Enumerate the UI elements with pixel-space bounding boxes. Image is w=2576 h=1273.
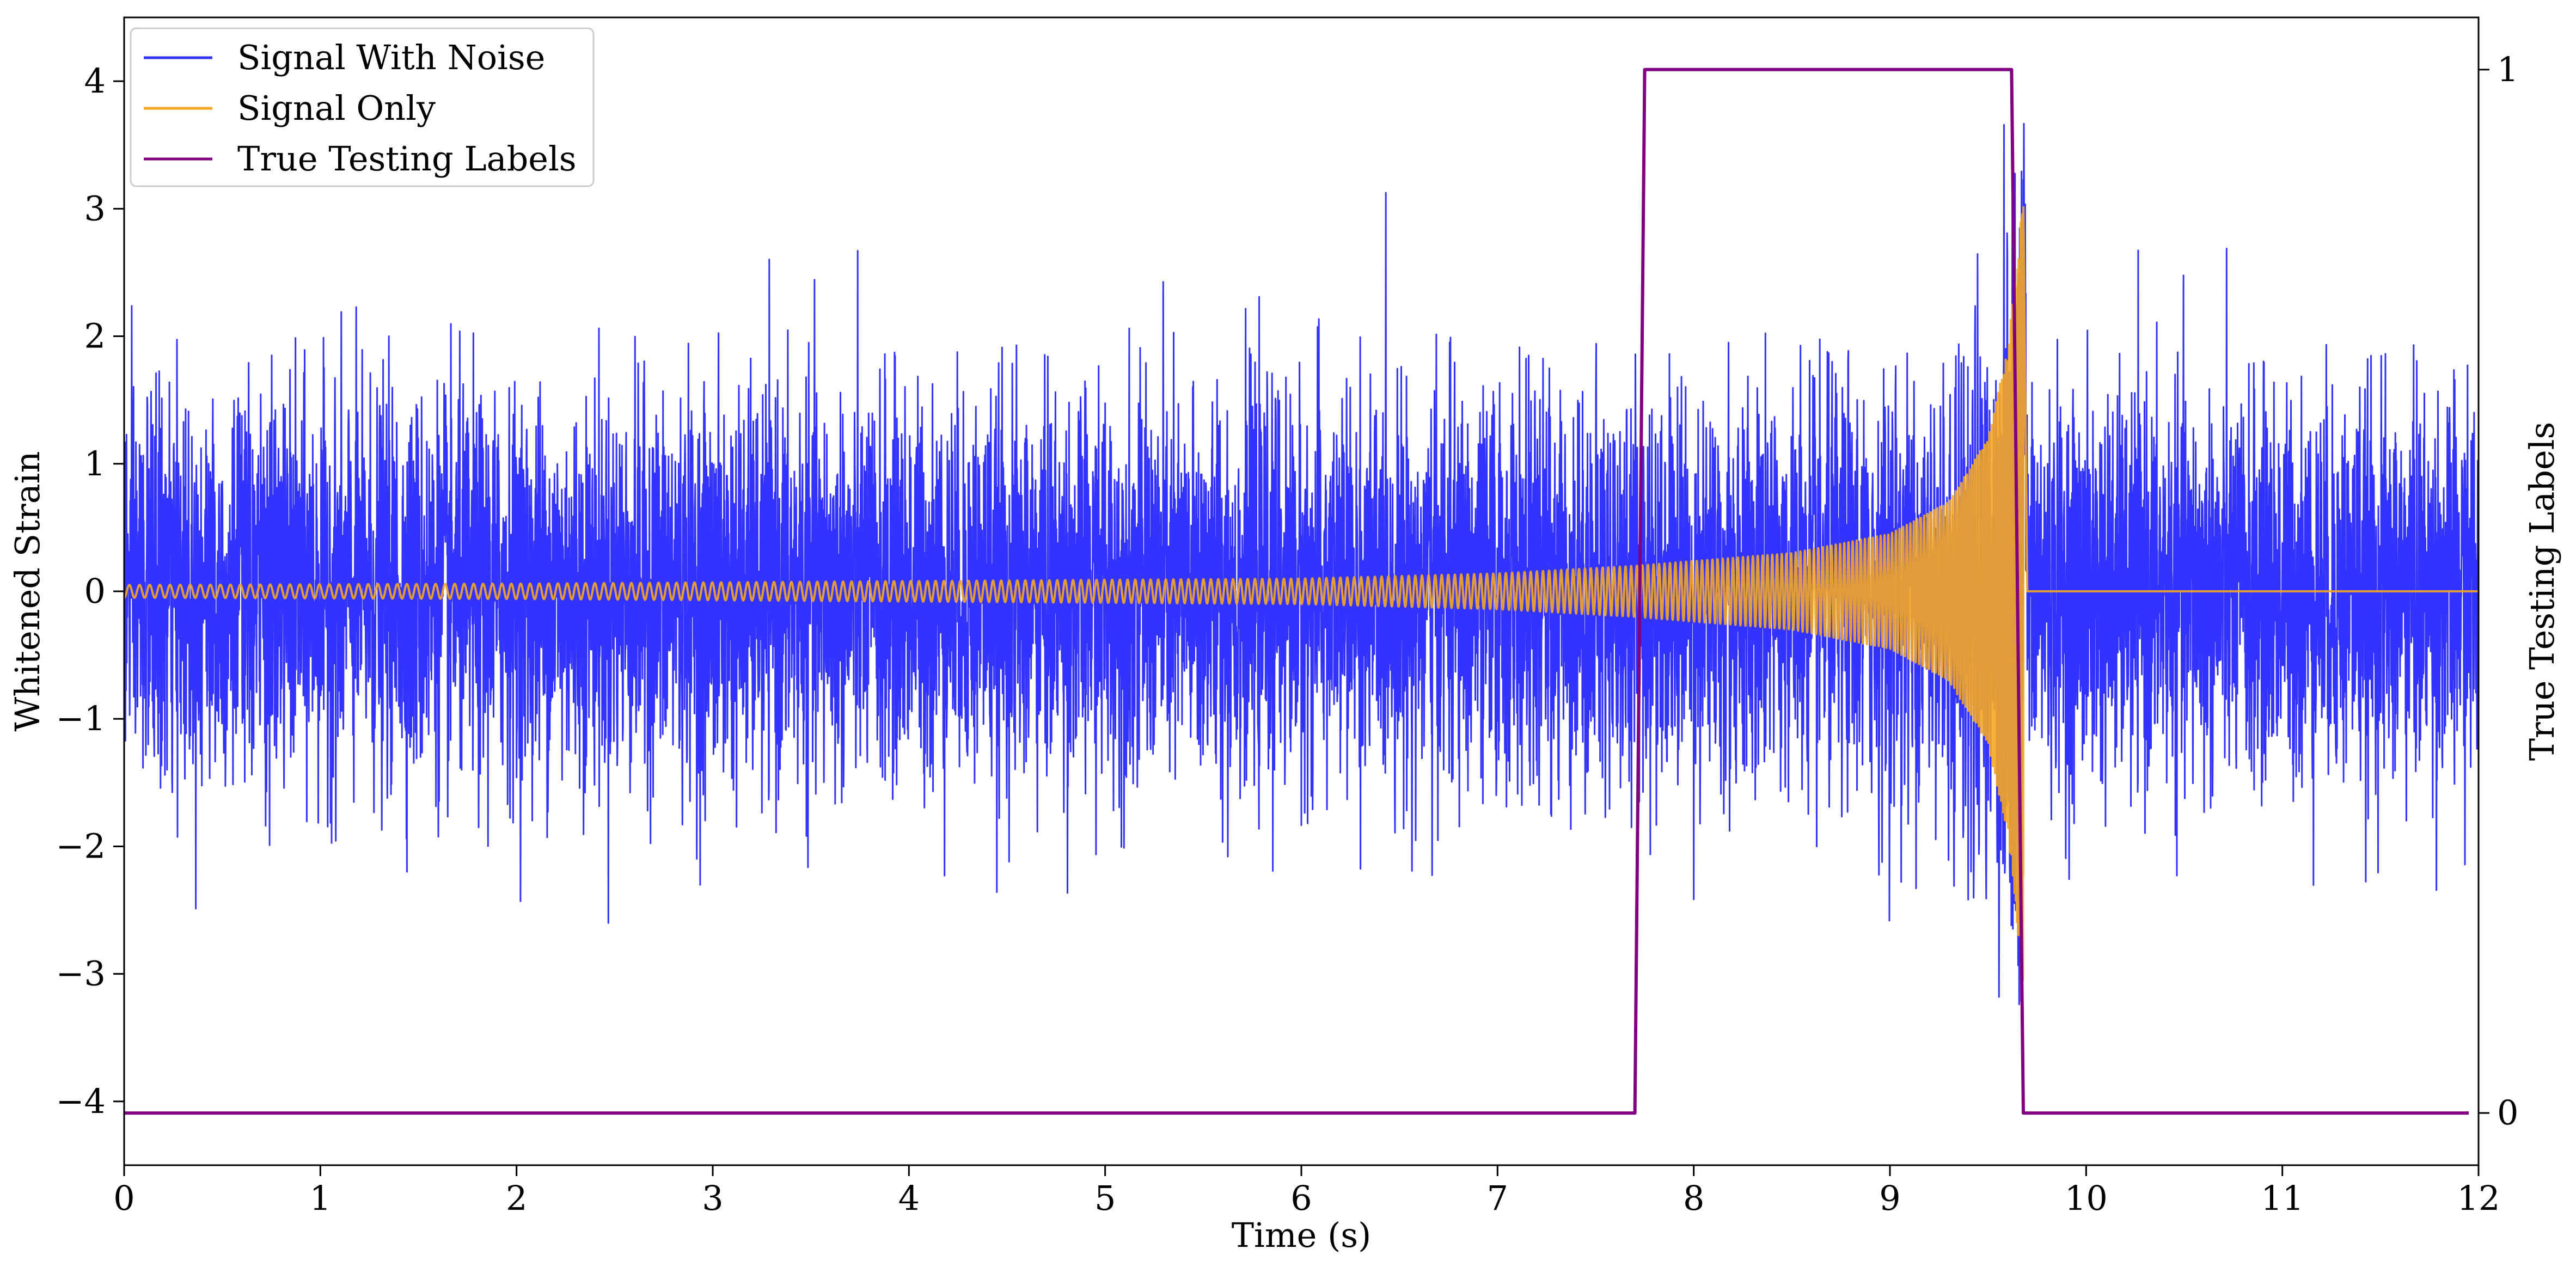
y2-tick-label: 1: [2497, 50, 2518, 89]
legend-label-signal-only: Signal Only: [237, 88, 436, 128]
y-tick-label: 0: [84, 571, 106, 611]
x-tick-label: 1: [310, 1178, 331, 1218]
x-tick-label: 9: [1879, 1178, 1900, 1218]
x-tick-label: 0: [113, 1178, 134, 1218]
series-line-signal-with-noise: [123, 123, 2480, 1042]
legend: Signal With Noise Signal Only True Testi…: [130, 27, 595, 187]
legend-box: [130, 27, 595, 187]
x-tick-label: 5: [1094, 1178, 1116, 1218]
x-tick-label: 4: [898, 1178, 920, 1218]
legend-label-true-testing-labels: True Testing Labels: [237, 139, 577, 179]
y-tick-label: 2: [84, 316, 106, 356]
y-tick-label: 4: [84, 61, 106, 101]
x-tick-label: 11: [2261, 1178, 2304, 1218]
y2-tick-label: 0: [2497, 1093, 2518, 1133]
y-tick-label: 3: [84, 188, 106, 228]
series-line-true-testing-labels: [124, 68, 2469, 1115]
y-tick-label: −3: [56, 954, 106, 994]
x-tick-label: 6: [1290, 1178, 1312, 1218]
x-tick-label: 3: [702, 1178, 723, 1218]
y-tick-label: −4: [56, 1081, 106, 1121]
series-line-signal-only: [123, 206, 2480, 981]
y-axis-label: Whitened Strain: [8, 451, 47, 732]
series-layer: [123, 68, 2480, 1115]
x-tick-label: 2: [506, 1178, 527, 1218]
x-tick-label: 12: [2457, 1178, 2500, 1218]
x-axis-label: Time (s): [1232, 1215, 1372, 1255]
x-tick-label: 8: [1683, 1178, 1704, 1218]
legend-label-signal-with-noise: Signal With Noise: [237, 38, 545, 77]
y-tick-label: 1: [84, 444, 106, 484]
y2-axis-label: True Testing Labels: [2522, 422, 2562, 761]
x-tick-label: 10: [2065, 1178, 2108, 1218]
x-tick-label: 7: [1487, 1178, 1508, 1218]
y-tick-label: −2: [56, 826, 106, 866]
y-tick-label: −1: [56, 699, 106, 738]
